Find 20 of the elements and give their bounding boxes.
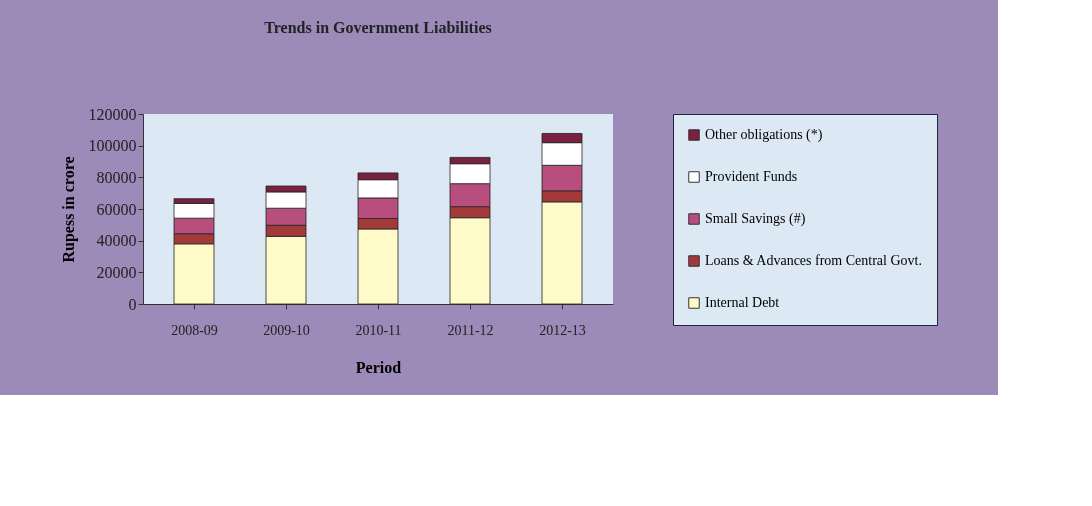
y-tick-label: 0 bbox=[128, 295, 137, 313]
x-tick-label: 2010-11 bbox=[355, 322, 402, 338]
x-tick-label: 2008-09 bbox=[171, 322, 218, 338]
x-tick-label: 2012-13 bbox=[539, 322, 586, 338]
y-tick-label: 60000 bbox=[96, 200, 137, 218]
y-tick-label: 80000 bbox=[96, 168, 137, 186]
x-axis-title: Period bbox=[355, 358, 402, 376]
y-tick-label: 100000 bbox=[88, 137, 137, 155]
legend-label: Other obligations (*) bbox=[705, 127, 823, 143]
y-tick-label: 120000 bbox=[88, 105, 137, 123]
chart-title: Trends in Government Liabilities bbox=[264, 19, 492, 36]
legend-label: Loans & Advances from Central Govt. bbox=[705, 253, 922, 268]
y-tick-label: 20000 bbox=[96, 263, 137, 281]
x-tick-label: 2009-10 bbox=[263, 322, 310, 338]
x-tick-label: 2011-12 bbox=[447, 322, 494, 338]
legend-label: Internal Debt bbox=[705, 295, 780, 310]
y-tick-label: 40000 bbox=[96, 232, 137, 250]
y-axis-title: Rupess in crore bbox=[59, 156, 78, 263]
legend-label: Provident Funds bbox=[705, 169, 798, 184]
legend-label: Small Savings (#) bbox=[705, 211, 806, 227]
